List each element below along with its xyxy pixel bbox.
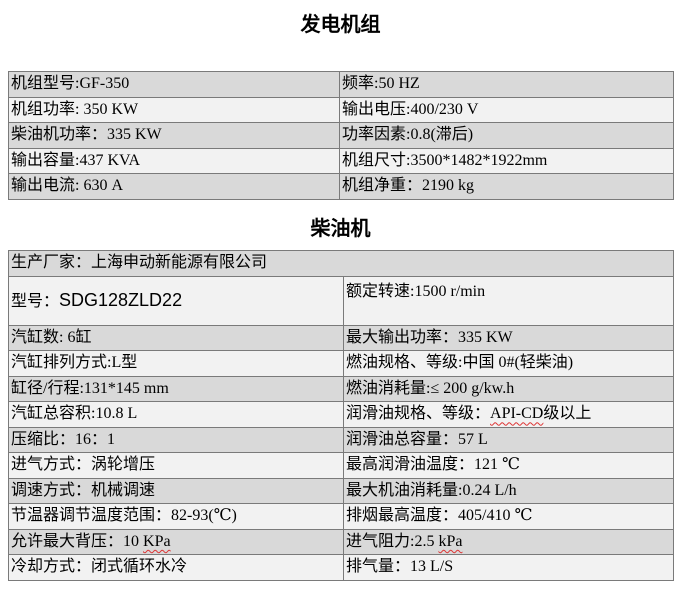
spec-cell: 冷却方式：闭式循环水冷 [8, 554, 344, 581]
spec-cell: 进气阻力:2.5 kPa [343, 528, 674, 555]
model-cell: 型号：SDG128ZLD22 [8, 275, 344, 326]
table-row: 汽缸排列方式:L型 燃油规格、等级:中国 0#(轻柴油) [8, 350, 674, 377]
table-row: 柴油机功率：335 KW 功率因素:0.8(滞后) [8, 122, 674, 149]
table-row: 压缩比：16：1 润滑油总容量：57 L [8, 426, 674, 453]
table-row: 进气方式：涡轮增压 最高润滑油温度：121 ℃ [8, 452, 674, 479]
spec-cell: 汽缸总容积:10.8 L [8, 401, 344, 428]
table-row: 输出容量:437 KVA 机组尺寸:3500*1482*1922mm [8, 147, 674, 174]
spec-cell: 柴油机功率：335 KW [8, 122, 340, 149]
spec-text: 级以上 [543, 405, 592, 423]
spec-cell: 最高润滑油温度：121 ℃ [343, 452, 674, 479]
table-row: 缸径/行程:131*145 mm 燃油消耗量:≤ 200 g/kw.h [8, 375, 674, 402]
table-row: 型号：SDG128ZLD22 额定转速:1500 r/min [8, 275, 674, 326]
spec-cell: 机组功率: 350 KW [8, 96, 340, 123]
spec-cell: 节温器调节温度范围：82-93(℃) [8, 503, 344, 530]
spec-cell: 排气量：13 L/S [343, 554, 674, 581]
spec-cell: 压缩比：16：1 [8, 426, 344, 453]
table-row: 汽缸数: 6缸 最大输出功率：335 KW [8, 324, 674, 351]
table-row: 生产厂家：上海申动新能源有限公司 [8, 250, 674, 277]
spellcheck-marked-text: API-CD [490, 405, 544, 423]
model-label: 型号： [11, 292, 60, 310]
spec-text: 进气阻力:2.5 [346, 532, 439, 550]
spec-text: 允许最大背压：10 [11, 532, 144, 550]
table-row: 输出电流: 630 A 机组净重：2190 kg [8, 173, 674, 200]
spec-cell: 允许最大背压：10 KPa [8, 528, 344, 555]
genset-title: 发电机组 [300, 14, 381, 36]
table-row: 调速方式：机械调速 最大机油消耗量:0.24 L/h [8, 477, 674, 504]
spec-cell: 机组尺寸:3500*1482*1922mm [339, 147, 674, 174]
spec-cell: 最大输出功率：335 KW [343, 324, 674, 351]
table-row: 允许最大背压：10 KPa 进气阻力:2.5 kPa [8, 528, 674, 555]
table-row: 汽缸总容积:10.8 L 润滑油规格、等级：API-CD级以上 [8, 401, 674, 428]
table-row: 机组功率: 350 KW 输出电压:400/230 V [8, 96, 674, 123]
spellcheck-marked-text: kPa [438, 532, 463, 550]
spec-cell: 润滑油规格、等级：API-CD级以上 [343, 401, 674, 428]
spec-cell: 排烟最高温度：405/410 ℃ [343, 503, 674, 530]
table-row: 机组型号:GF-350 频率:50 HZ [8, 71, 674, 98]
spec-cell: 燃油消耗量:≤ 200 g/kw.h [343, 375, 674, 402]
table-row: 冷却方式：闭式循环水冷 排气量：13 L/S [8, 554, 674, 581]
spec-cell: 润滑油总容量：57 L [343, 426, 674, 453]
spec-cell: 最大机油消耗量:0.24 L/h [343, 477, 674, 504]
spec-cell: 汽缸数: 6缸 [8, 324, 344, 351]
engine-spec-table: 生产厂家：上海申动新能源有限公司 型号：SDG128ZLD22 额定转速:150… [8, 250, 674, 581]
spec-cell: 机组净重：2190 kg [339, 173, 674, 200]
spellcheck-marked-text: KPa [143, 532, 171, 550]
table-row: 节温器调节温度范围：82-93(℃) 排烟最高温度：405/410 ℃ [8, 503, 674, 530]
spec-cell: 进气方式：涡轮增压 [8, 452, 344, 479]
model-value: SDG128ZLD22 [59, 289, 183, 310]
spec-cell: 机组型号:GF-350 [8, 71, 340, 98]
engine-title: 柴油机 [310, 218, 371, 240]
spec-cell: 燃油规格、等级:中国 0#(轻柴油) [343, 350, 674, 377]
spec-cell: 缸径/行程:131*145 mm [8, 375, 344, 402]
spec-text: 润滑油规格、等级： [346, 405, 491, 423]
spec-cell: 调速方式：机械调速 [8, 477, 344, 504]
spec-cell: 汽缸排列方式:L型 [8, 350, 344, 377]
spec-cell: 输出电流: 630 A [8, 173, 340, 200]
spec-cell: 输出容量:437 KVA [8, 147, 340, 174]
rated-speed-cell: 额定转速:1500 r/min [343, 275, 674, 326]
spec-cell: 频率:50 HZ [339, 71, 674, 98]
spec-cell: 功率因素:0.8(滞后) [339, 122, 674, 149]
manufacturer-cell: 生产厂家：上海申动新能源有限公司 [8, 250, 674, 277]
genset-spec-table: 机组型号:GF-350 频率:50 HZ 机组功率: 350 KW 输出电压:400/… [8, 71, 674, 200]
spec-cell: 输出电压:400/230 V [339, 96, 674, 123]
